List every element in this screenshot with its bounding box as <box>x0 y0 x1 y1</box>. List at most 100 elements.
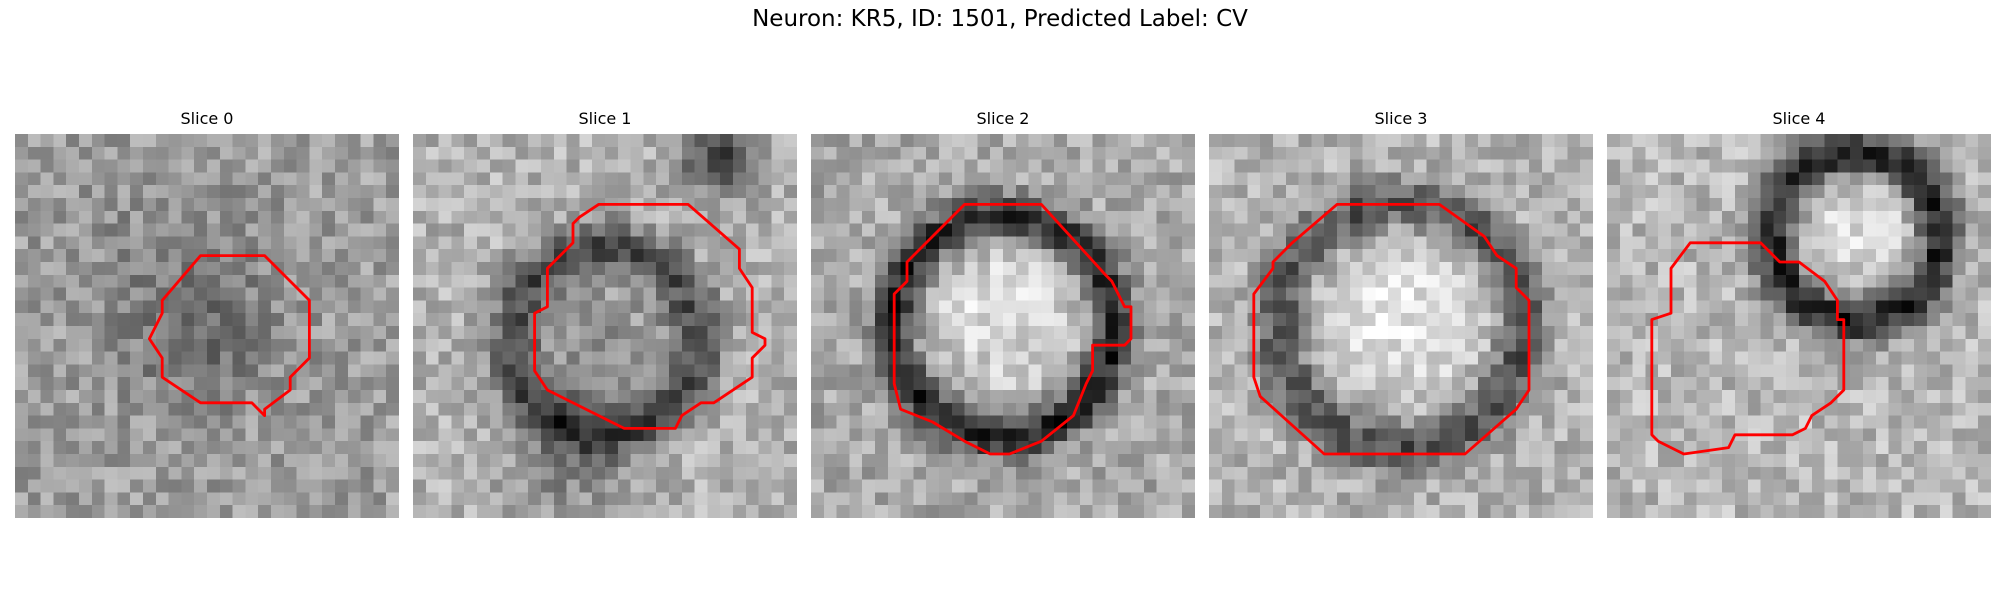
image-pixel <box>194 236 208 250</box>
image-pixel <box>745 454 759 468</box>
image-pixel <box>1811 428 1825 442</box>
image-pixel <box>207 198 221 212</box>
image-pixel <box>1939 236 1953 250</box>
image-pixel <box>1003 300 1017 314</box>
image-pixel <box>977 402 991 416</box>
image-pixel <box>1413 300 1427 314</box>
image-pixel <box>489 377 503 391</box>
image-pixel <box>1413 402 1427 416</box>
image-pixel <box>1234 441 1248 455</box>
image-pixel <box>1015 249 1029 263</box>
image-pixel <box>1837 223 1851 237</box>
image-pixel <box>553 454 567 468</box>
image-pixel <box>1786 505 1800 518</box>
image-pixel <box>1799 223 1813 237</box>
image-pixel <box>1645 185 1659 199</box>
image-pixel <box>1234 377 1248 391</box>
image-pixel <box>1709 185 1723 199</box>
image-pixel <box>373 351 387 365</box>
image-pixel <box>1490 134 1504 148</box>
image-pixel <box>1375 326 1389 340</box>
image-pixel <box>386 428 399 442</box>
image-pixel <box>939 249 953 263</box>
image-pixel <box>758 274 772 288</box>
image-pixel <box>1182 390 1195 404</box>
image-pixel <box>951 492 965 506</box>
image-pixel <box>1939 159 1953 173</box>
image-pixel <box>913 351 927 365</box>
image-pixel <box>926 364 940 378</box>
image-pixel <box>1786 338 1800 352</box>
image-pixel <box>1709 402 1723 416</box>
image-pixel <box>464 466 478 480</box>
image-pixel <box>541 249 555 263</box>
image-pixel <box>1722 466 1736 480</box>
image-pixel <box>745 428 759 442</box>
image-pixel <box>1311 428 1325 442</box>
image-pixel <box>1337 134 1351 148</box>
image-pixel <box>1349 390 1363 404</box>
image-pixel <box>1952 262 1966 276</box>
image-pixel <box>207 313 221 327</box>
slice-image <box>1209 134 1593 518</box>
image-pixel <box>1105 146 1119 160</box>
image-pixel <box>181 210 195 224</box>
image-pixel <box>1311 146 1325 160</box>
image-pixel <box>502 262 516 276</box>
image-pixel <box>232 198 246 212</box>
image-pixel <box>104 134 118 148</box>
image-pixel <box>784 492 797 506</box>
image-pixel <box>335 287 349 301</box>
image-pixel <box>477 466 491 480</box>
image-pixel <box>1811 441 1825 455</box>
image-pixel <box>1709 466 1723 480</box>
image-pixel <box>1952 172 1966 186</box>
image-pixel <box>1632 172 1646 186</box>
image-pixel <box>1490 198 1504 212</box>
image-pixel <box>194 159 208 173</box>
image-pixel <box>849 505 863 518</box>
image-pixel <box>477 364 491 378</box>
image-pixel <box>1015 377 1029 391</box>
image-pixel <box>1311 249 1325 263</box>
image-pixel <box>1516 351 1530 365</box>
image-pixel <box>1003 492 1017 506</box>
image-pixel <box>1683 249 1697 263</box>
image-pixel <box>630 364 644 378</box>
image-pixel <box>1901 466 1915 480</box>
image-pixel <box>1529 402 1543 416</box>
image-pixel <box>1169 454 1183 468</box>
image-pixel <box>1965 390 1979 404</box>
image-pixel <box>40 313 54 327</box>
image-pixel <box>694 262 708 276</box>
image-pixel <box>425 479 439 493</box>
image-pixel <box>1503 441 1517 455</box>
image-pixel <box>1452 428 1466 442</box>
image-pixel <box>1722 351 1736 365</box>
image-pixel <box>1735 262 1749 276</box>
image-pixel <box>15 236 29 250</box>
image-pixel <box>66 262 80 276</box>
image-pixel <box>1362 287 1376 301</box>
image-pixel <box>27 326 41 340</box>
image-pixel <box>566 300 580 314</box>
image-pixel <box>104 428 118 442</box>
image-pixel <box>1978 249 1991 263</box>
image-pixel <box>1671 274 1685 288</box>
image-pixel <box>1182 415 1195 429</box>
image-pixel <box>168 415 182 429</box>
image-pixel <box>1901 479 1915 493</box>
image-pixel <box>1375 300 1389 314</box>
image-pixel <box>1773 185 1787 199</box>
image-pixel <box>1773 505 1787 518</box>
image-pixel <box>977 300 991 314</box>
image-pixel <box>296 146 310 160</box>
image-pixel <box>733 198 747 212</box>
image-pixel <box>553 134 567 148</box>
image-pixel <box>1952 134 1966 148</box>
image-pixel <box>515 454 529 468</box>
image-pixel <box>669 313 683 327</box>
image-pixel <box>707 287 721 301</box>
image-pixel <box>502 236 516 250</box>
image-pixel <box>913 326 927 340</box>
